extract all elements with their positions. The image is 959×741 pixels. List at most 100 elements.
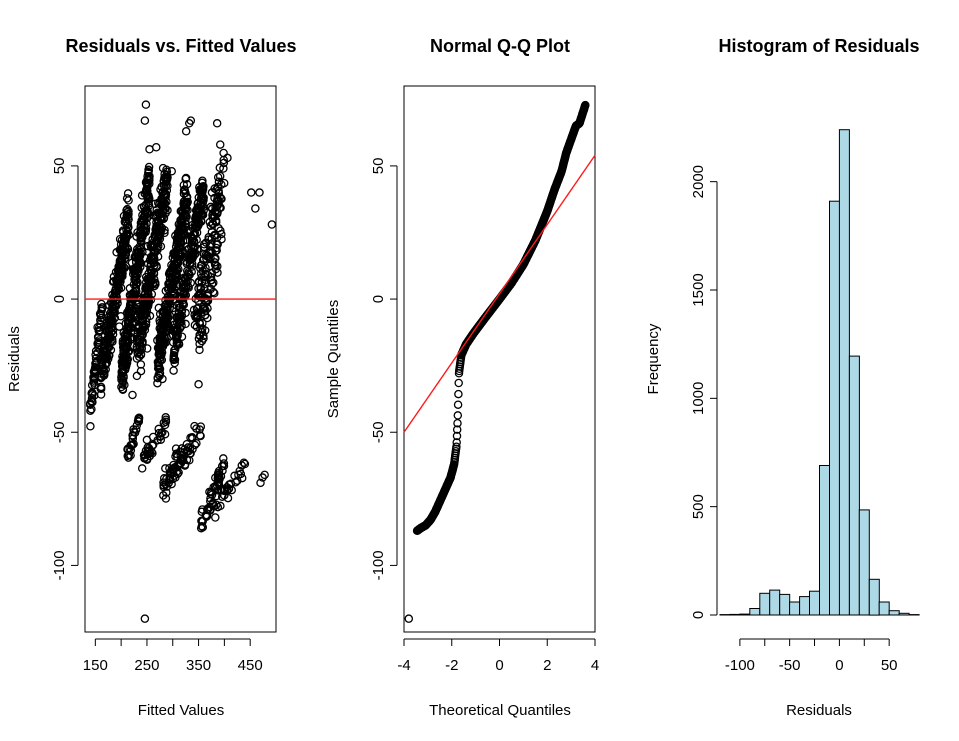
panel2-point xyxy=(453,400,463,409)
panel1-point xyxy=(118,246,127,255)
panel1-point xyxy=(180,461,190,470)
panel1-point xyxy=(154,303,164,313)
panel1-point xyxy=(102,351,111,361)
panel2-point xyxy=(454,389,463,399)
histogram-bar xyxy=(749,608,761,616)
panel1-point xyxy=(142,455,152,465)
panel1-point xyxy=(194,334,204,343)
panel1-y-tick-label: 50 xyxy=(51,158,68,175)
panel1-point xyxy=(196,202,205,211)
panel1-point xyxy=(176,313,186,322)
panel1-point xyxy=(162,314,171,323)
histogram-bar xyxy=(759,592,771,616)
panel1-point xyxy=(165,278,174,288)
panel1-point xyxy=(157,326,167,336)
panel1-point xyxy=(119,234,129,244)
panel3-y-tick-label: 500 xyxy=(690,494,707,519)
histogram-bar xyxy=(898,612,910,616)
panel1-point xyxy=(141,100,151,109)
histogram-bar xyxy=(878,601,890,616)
panel3-y-label: Frequency xyxy=(645,323,662,394)
panel1-point xyxy=(212,119,222,128)
panel1-point xyxy=(125,284,135,293)
panel1-point xyxy=(207,204,217,213)
panel1-point xyxy=(182,179,192,189)
panel1-point xyxy=(157,336,166,346)
panel1-point xyxy=(198,210,208,220)
panel1-point xyxy=(190,421,199,431)
panel1-point xyxy=(110,306,119,316)
panel1-point xyxy=(137,464,147,473)
panel1-point xyxy=(206,273,216,282)
panel1-point xyxy=(139,221,149,230)
panel1-point xyxy=(158,312,167,322)
panel1-point xyxy=(120,217,130,226)
histogram-bar xyxy=(829,200,840,616)
panel1-point xyxy=(136,366,146,376)
panel1-point xyxy=(175,324,185,333)
panel2-y-tick-label: -50 xyxy=(370,421,387,443)
panel1-point xyxy=(196,186,206,196)
panel1-point xyxy=(153,373,163,382)
panel1-point xyxy=(101,321,111,331)
panel1-point xyxy=(192,222,201,231)
panel1-point xyxy=(194,380,203,389)
panel1-point xyxy=(181,127,191,136)
panel1-point xyxy=(137,237,146,247)
panel1-point xyxy=(207,279,217,288)
panel1-x-tick-label: 350 xyxy=(186,657,211,674)
panel1-point xyxy=(196,422,206,431)
panel2-y-label: Sample Quantiles xyxy=(325,300,342,418)
panel1-point xyxy=(119,344,129,354)
panel1-point xyxy=(132,371,142,381)
panel2-point xyxy=(452,438,461,447)
panel1-point xyxy=(205,217,215,227)
panel1-point xyxy=(143,284,152,293)
panel1-point xyxy=(210,502,219,511)
panel1-point xyxy=(219,178,229,188)
panel1-x-axis: 150 250 350 450 xyxy=(83,638,263,674)
panel1-point xyxy=(137,216,147,226)
panel2-point xyxy=(452,425,462,434)
panel1-point xyxy=(180,185,189,194)
panel1-point xyxy=(198,523,208,532)
panel1-point xyxy=(184,447,193,456)
panel1-point xyxy=(168,330,178,340)
panel1-point xyxy=(101,325,110,334)
panel1-point xyxy=(172,449,181,459)
panel1-point xyxy=(135,259,145,268)
panel3-y-tick-label: 0 xyxy=(690,611,707,619)
panel1-point xyxy=(128,390,137,400)
panel1-plot-frame xyxy=(84,85,277,633)
panel1-point xyxy=(98,364,107,374)
panel1-point xyxy=(194,203,203,213)
panel1-point xyxy=(136,312,145,321)
panel1-point xyxy=(185,449,195,458)
panel3-x-axis: -100 -50 0 50 xyxy=(725,638,898,674)
panel1-x-tick-label: 150 xyxy=(83,657,108,674)
panel1-point xyxy=(172,341,182,350)
panel3-x-tick-label: 0 xyxy=(835,657,843,674)
panel2-point xyxy=(404,614,414,623)
panel1-point xyxy=(120,331,130,340)
histogram-bar xyxy=(779,593,791,616)
panel1-point xyxy=(124,196,133,205)
panel2-y-axis: -100 -50 0 50 xyxy=(370,158,398,580)
panel1-point xyxy=(204,235,213,244)
panel1-point xyxy=(152,235,162,244)
histogram-bar xyxy=(858,509,870,616)
panel1-point xyxy=(86,422,95,431)
panel1-point xyxy=(214,480,224,489)
panel1-point xyxy=(237,461,247,470)
panel1-point xyxy=(119,355,129,364)
panel1-point xyxy=(181,200,191,210)
panel1-point xyxy=(218,461,227,471)
panel1-point xyxy=(211,203,220,212)
histogram-bar xyxy=(739,613,751,616)
panel1-point xyxy=(175,237,184,247)
panel1-point xyxy=(143,181,152,191)
panel1-point xyxy=(117,264,126,273)
panel1-y-tick-label: 0 xyxy=(51,295,68,303)
panel3-y-axis: 0 500 1000 1500 2000 xyxy=(690,165,718,619)
